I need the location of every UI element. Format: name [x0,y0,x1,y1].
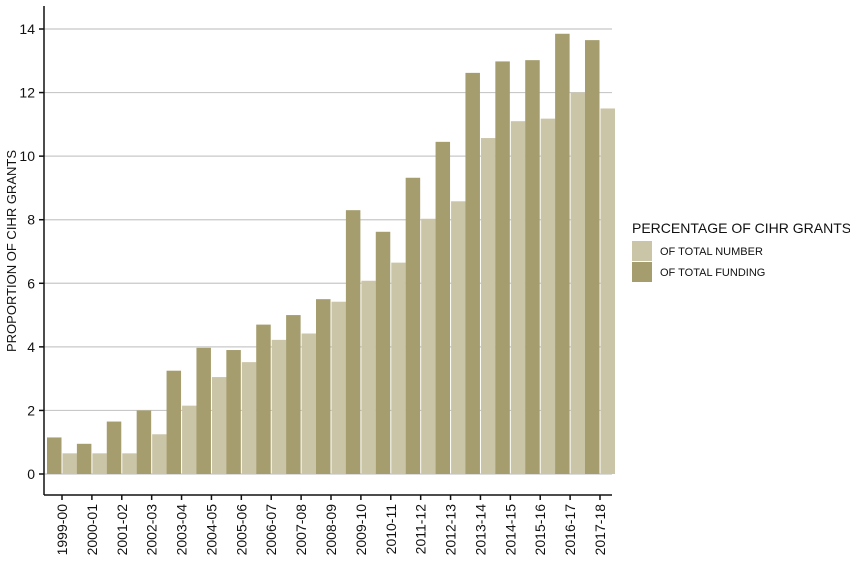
bar-number [510,121,526,474]
bar-funding [286,315,301,474]
y-tick-label: 14 [19,21,35,37]
bar-number [182,405,197,474]
bar-funding [345,210,361,474]
bar-number [361,280,376,474]
bar-funding [316,299,331,474]
bar-number [480,138,496,474]
bar-number [421,218,436,474]
bar-funding [495,61,510,475]
legend-swatch [632,241,652,261]
bar-number [331,301,346,474]
bar-number [451,201,466,474]
x-tick-label: 2010-11 [383,504,399,555]
legend: PERCENTAGE OF CIHR GRANTS OF TOTAL NUMBE… [632,220,850,282]
bar-number [600,108,615,474]
bar-funding [136,410,152,474]
bar-number [540,118,556,474]
bar-funding [585,40,600,474]
bar-number [391,262,406,474]
x-tick-label: 2000-01 [84,504,100,556]
x-tick-label: 2008-09 [323,504,339,556]
y-tick-label: 8 [27,212,35,228]
x-tick-label: 2001-02 [114,504,130,556]
bar-number [271,339,287,474]
y-axis-label: PROPORTION OF CIHR GRANTS [4,150,19,352]
x-tick-label: 2003-04 [174,504,190,556]
bar-funding [106,421,122,474]
bar-number [241,362,257,474]
x-tick-label: 2009-10 [353,504,369,556]
x-tick-label: 2013-14 [472,504,488,556]
bar-funding [465,72,480,474]
bar-funding [555,33,570,475]
legend-label: OF TOTAL NUMBER [660,246,763,258]
x-tick-label: 2011-12 [413,504,429,555]
bar-funding [226,350,241,474]
bar-funding [435,141,451,474]
bars [47,33,615,475]
x-tick-label: 1999-00 [54,504,70,556]
x-tick-label: 2006-07 [263,504,279,556]
bar-funding [76,443,92,474]
bar-funding [375,231,391,474]
legend-swatch [632,262,652,282]
bar-funding [166,370,182,474]
x-tick-label: 2005-06 [233,504,249,556]
x-tick-label: 2004-05 [203,504,219,556]
bar-number [62,453,77,474]
x-tick-label: 2016-17 [562,504,578,556]
bar-funding [525,60,540,475]
x-tick-label: 2017-18 [592,504,608,556]
axes: 0 2 4 6 8 10 12 14 1999-00 2000-01 2001-02 2002-03 2… [19,6,612,555]
bar-number [152,434,167,474]
y-tick-label: 0 [27,466,35,482]
y-tick-label: 10 [19,148,35,164]
y-tick-label: 4 [27,339,35,355]
x-tick-label: 2012-13 [443,504,459,556]
bar-number [211,377,227,474]
legend-title: PERCENTAGE OF CIHR GRANTS [632,220,850,236]
x-tick-label: 2002-03 [144,504,160,556]
x-tick-label: 2014-15 [502,504,518,556]
bar-funding [405,177,421,474]
bar-number [92,453,107,474]
legend-label: OF TOTAL FUNDING [660,267,765,279]
bar-number [122,453,137,474]
bar-number [301,333,317,474]
bar-funding [256,324,271,474]
y-tick-label: 12 [19,85,35,101]
x-tick-label: 2015-16 [532,504,548,556]
x-tick-label: 2007-08 [293,504,309,556]
bar-funding [196,347,211,474]
bar-number [570,92,586,475]
y-tick-label: 6 [27,275,35,291]
bar-funding [47,437,62,474]
y-tick-label: 2 [27,402,35,418]
